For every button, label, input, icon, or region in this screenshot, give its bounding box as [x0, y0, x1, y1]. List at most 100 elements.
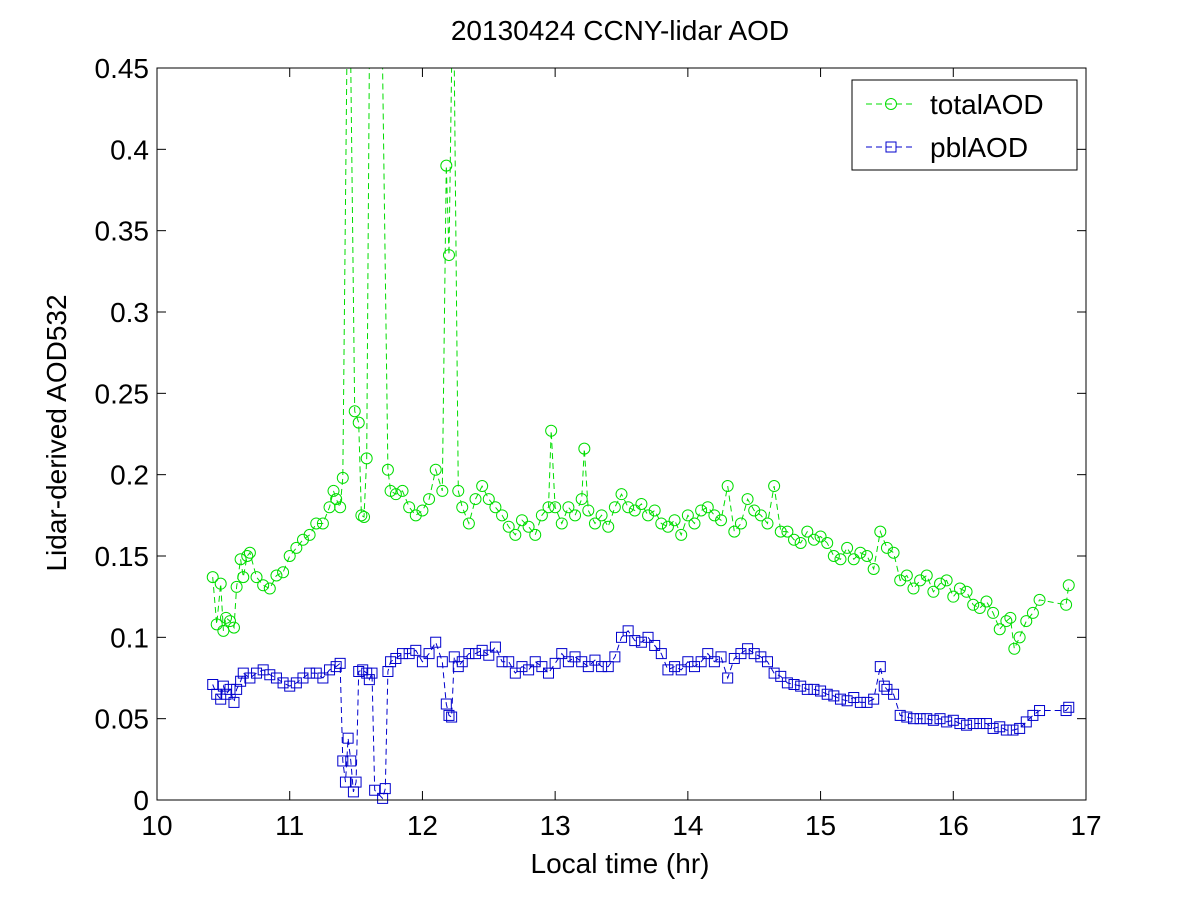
data-point-pblAOD [722, 672, 734, 684]
x-tick-label: 13 [540, 810, 571, 841]
data-point-totalAOD [980, 595, 993, 608]
data-point-pblAOD [715, 651, 727, 663]
x-tick-label: 14 [672, 810, 703, 841]
data-point-pblAOD [423, 648, 435, 660]
data-point-pblAOD [217, 680, 229, 692]
data-point-pblAOD [523, 664, 535, 676]
data-point-totalAOD [263, 582, 276, 595]
data-point-pblAOD [224, 683, 236, 695]
data-point-pblAOD [815, 685, 827, 697]
data-point-pblAOD [914, 713, 926, 725]
x-axis-label: Local time (hr) [531, 848, 710, 879]
data-point-totalAOD [1060, 598, 1073, 611]
data-point-totalAOD [549, 501, 562, 514]
data-point-totalAOD [987, 606, 1000, 619]
data-point-totalAOD [708, 509, 721, 522]
data-point-totalAOD [628, 504, 641, 517]
data-point-totalAOD [423, 493, 436, 506]
data-point-totalAOD [894, 574, 907, 587]
y-axis-label: Lidar-derived AOD532 [41, 294, 72, 571]
data-point-pblAOD [397, 648, 409, 660]
y-axis-tick-labels: 0 0.05 0.1 0.15 0.2 0.25 0.3 0.35 0.4 0.45 [95, 53, 150, 816]
data-point-totalAOD [403, 501, 416, 514]
data-point-pblAOD [675, 664, 687, 676]
data-point-pblAOD [861, 696, 873, 708]
data-point-totalAOD [569, 509, 582, 522]
legend-box [851, 79, 1078, 171]
series-pblAOD [207, 625, 1075, 804]
data-point-pblAOD [430, 636, 442, 648]
data-point-totalAOD [230, 580, 243, 593]
data-point-totalAOD [595, 509, 608, 522]
data-point-pblAOD [483, 649, 495, 661]
data-point-totalAOD [310, 517, 323, 530]
data-point-pblAOD [616, 631, 627, 643]
x-axis-tick-labels: 10 11 12 13 14 15 16 17 [141, 810, 1101, 841]
data-point-pblAOD [662, 664, 674, 676]
legend-marker-totalAOD [885, 98, 897, 110]
data-point-totalAOD [675, 528, 688, 541]
data-point-pblAOD [339, 776, 351, 788]
legend-label-pblAOD: pblAOD [930, 132, 1028, 163]
y-tick-label: 0.35 [95, 216, 150, 247]
data-point-pblAOD [235, 675, 247, 687]
plot-area-border [156, 67, 1087, 801]
data-point-pblAOD [357, 664, 369, 676]
x-tick-label: 11 [275, 810, 304, 841]
data-point-totalAOD [442, 249, 455, 262]
data-point-pblAOD [801, 683, 813, 695]
data-point-totalAOD [334, 501, 347, 514]
data-point-totalAOD [237, 571, 250, 584]
data-point-totalAOD [360, 452, 373, 465]
data-point-pblAOD [609, 651, 621, 663]
data-point-totalAOD [509, 528, 522, 541]
data-point-pblAOD [489, 641, 501, 653]
data-point-totalAOD [788, 533, 801, 546]
data-point-totalAOD [206, 571, 219, 584]
data-point-totalAOD [462, 517, 475, 530]
data-point-pblAOD [330, 661, 342, 673]
data-point-totalAOD [841, 541, 854, 554]
data-point-totalAOD [748, 504, 761, 517]
data-point-totalAOD [728, 525, 741, 538]
data-point-totalAOD [734, 517, 747, 530]
data-point-pblAOD [436, 656, 448, 668]
data-point-totalAOD [469, 493, 482, 506]
data-point-totalAOD [648, 504, 661, 517]
data-point-totalAOD [562, 501, 575, 514]
data-point-pblAOD [1060, 705, 1072, 717]
data-point-pblAOD [543, 667, 555, 679]
data-point-pblAOD [277, 677, 289, 689]
data-point-totalAOD [754, 509, 767, 522]
data-point-totalAOD [867, 563, 880, 576]
data-point-totalAOD [277, 566, 290, 579]
data-point-totalAOD [381, 463, 394, 476]
data-point-totalAOD [1013, 631, 1026, 644]
data-point-pblAOD [446, 711, 458, 723]
data-point-totalAOD [721, 480, 734, 493]
data-point-totalAOD [622, 501, 635, 514]
data-point-totalAOD [270, 569, 283, 582]
data-point-pblAOD [901, 711, 913, 723]
data-point-totalAOD [1033, 593, 1046, 606]
data-point-totalAOD [801, 525, 814, 538]
data-point-totalAOD [588, 517, 601, 530]
y-tick-label: 0.25 [95, 378, 150, 409]
data-point-pblAOD [334, 657, 346, 669]
data-point-totalAOD [243, 546, 256, 559]
data-point-pblAOD [231, 683, 243, 695]
data-point-totalAOD [668, 514, 681, 527]
data-point-totalAOD [257, 579, 270, 592]
data-point-pblAOD [874, 661, 886, 673]
data-point-pblAOD [556, 648, 568, 660]
data-point-pblAOD [342, 732, 354, 744]
data-point-totalAOD [578, 442, 591, 455]
data-point-totalAOD [960, 585, 973, 598]
data-point-totalAOD [316, 517, 329, 530]
data-point-totalAOD [575, 493, 588, 506]
data-point-totalAOD [327, 484, 340, 497]
data-point-pblAOD [974, 718, 986, 730]
y-tick-label: 0.1 [110, 622, 149, 653]
data-point-totalAOD [352, 416, 365, 429]
data-point-totalAOD [715, 514, 728, 527]
